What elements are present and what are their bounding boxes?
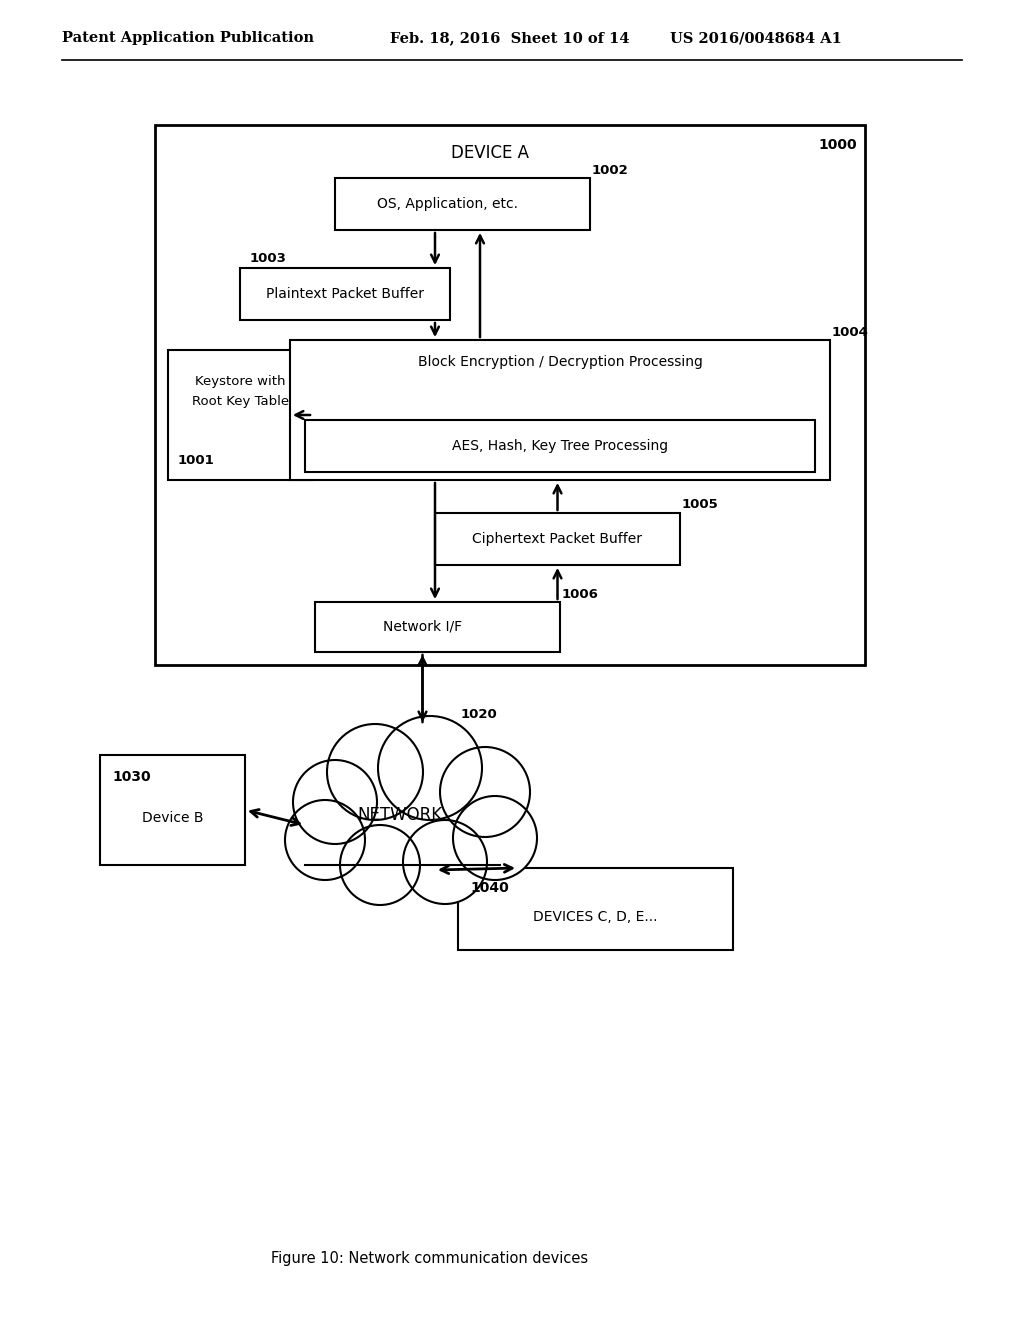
Text: DEVICE A: DEVICE A [451, 144, 529, 162]
Bar [240, 268, 450, 319]
Circle shape [440, 747, 530, 837]
Text: 1020: 1020 [461, 709, 498, 722]
Text: 1006: 1006 [562, 587, 599, 601]
Text: Ciphertext Packet Buffer: Ciphertext Packet Buffer [472, 532, 642, 546]
Text: 1030: 1030 [112, 770, 151, 784]
Text: 1000: 1000 [818, 139, 857, 152]
Text: OS, Application, etc.: OS, Application, etc. [377, 197, 518, 211]
Circle shape [340, 825, 420, 906]
Text: 1001: 1001 [178, 454, 215, 466]
Text: 1005: 1005 [682, 499, 719, 511]
Text: Patent Application Publication: Patent Application Publication [62, 30, 314, 45]
Circle shape [378, 715, 482, 820]
Text: AES, Hash, Key Tree Processing: AES, Hash, Key Tree Processing [452, 440, 668, 453]
Circle shape [285, 800, 365, 880]
Circle shape [293, 760, 377, 843]
Text: NETWORK: NETWORK [357, 807, 442, 824]
Text: Keystore with: Keystore with [196, 375, 286, 388]
Text: 1003: 1003 [250, 252, 287, 264]
Bar [168, 350, 313, 480]
Bar [458, 869, 733, 950]
Bar [315, 602, 560, 652]
Text: Device B: Device B [141, 810, 203, 825]
Bar [435, 513, 680, 565]
Text: Feb. 18, 2016  Sheet 10 of 14: Feb. 18, 2016 Sheet 10 of 14 [390, 30, 630, 45]
Bar [155, 125, 865, 665]
Bar [100, 755, 245, 865]
Text: Root Key Table: Root Key Table [191, 396, 289, 408]
Circle shape [453, 796, 537, 880]
Ellipse shape [300, 766, 500, 875]
Bar [290, 820, 510, 870]
Text: 1040: 1040 [470, 880, 509, 895]
Text: Plaintext Packet Buffer: Plaintext Packet Buffer [266, 286, 424, 301]
Circle shape [327, 723, 423, 820]
Text: Figure 10: Network communication devices: Figure 10: Network communication devices [271, 1250, 589, 1266]
Text: US 2016/0048684 A1: US 2016/0048684 A1 [670, 30, 842, 45]
Text: DEVICES C, D, E...: DEVICES C, D, E... [534, 909, 657, 924]
Bar [335, 178, 590, 230]
Text: 1002: 1002 [592, 164, 629, 177]
Text: Block Encryption / Decryption Processing: Block Encryption / Decryption Processing [418, 355, 702, 370]
Text: 1004: 1004 [831, 326, 869, 338]
Circle shape [403, 820, 487, 904]
Bar [290, 341, 830, 480]
Text: Network I/F: Network I/F [383, 620, 462, 634]
Bar [305, 420, 815, 473]
